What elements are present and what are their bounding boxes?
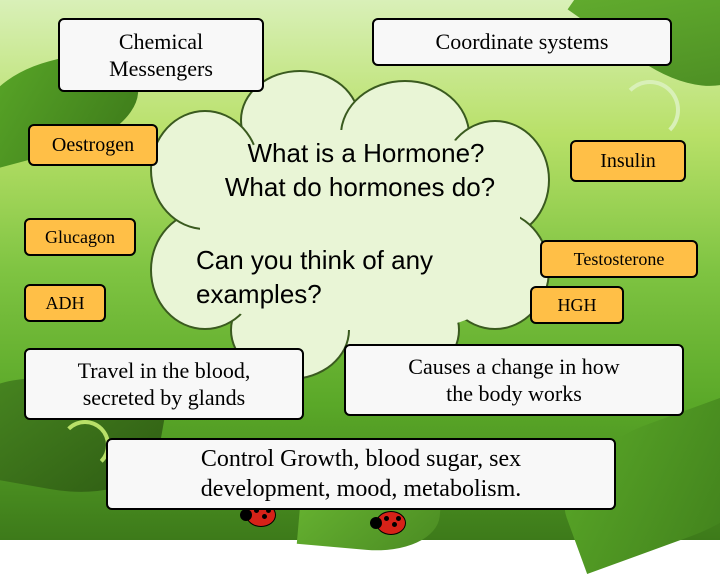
thought-cloud <box>160 70 560 380</box>
box-control: Control Growth, blood sugar, sex develop… <box>106 438 616 510</box>
box-adh: ADH <box>24 284 106 322</box>
question-what-do: What do hormones do? <box>170 172 550 203</box>
box-travel: Travel in the blood, secreted by glands <box>24 348 304 420</box>
box-insulin: Insulin <box>570 140 686 182</box>
question-examples: Can you think of any examples? <box>196 244 506 312</box>
question-what-is: What is a Hormone? <box>186 138 546 169</box>
box-hgh: HGH <box>530 286 624 324</box>
swirl-decoration <box>620 80 680 140</box>
box-glucagon: Glucagon <box>24 218 136 256</box>
box-oestrogen: Oestrogen <box>28 124 158 166</box>
swirl-decoration <box>60 420 110 470</box>
box-coordinate-systems: Coordinate systems <box>372 18 672 66</box>
box-causes: Causes a change in how the body works <box>344 344 684 416</box>
ladybug-icon <box>370 508 406 538</box>
box-testosterone: Testosterone <box>540 240 698 278</box>
box-chemical-messengers: Chemical Messengers <box>58 18 264 92</box>
